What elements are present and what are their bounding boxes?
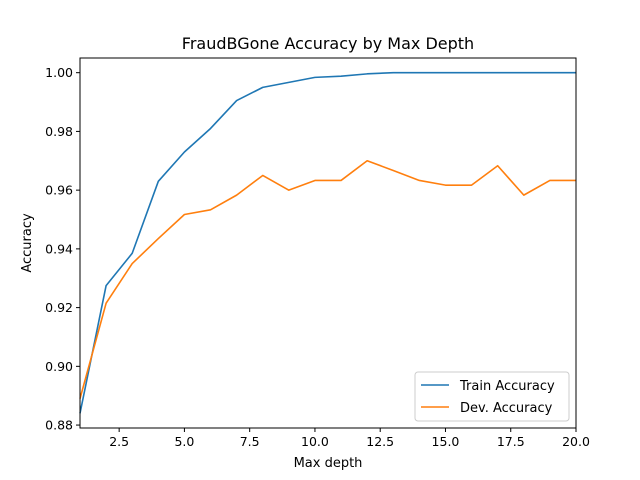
chart-legend: Train Accuracy Dev. Accuracy (414, 371, 570, 422)
plot-marks (79, 71, 576, 414)
legend-label-dev: Dev. Accuracy (460, 401, 553, 416)
x-tick-label: 7.5 (240, 434, 260, 449)
x-tick-label: 2.5 (109, 434, 129, 449)
y-tick-label: 0.88 (45, 418, 73, 433)
plot-frame (79, 57, 577, 429)
y-axis-label: Accuracy (20, 213, 35, 273)
x-tick-label: 12.5 (366, 434, 394, 449)
x-tick-label: 17.5 (497, 434, 525, 449)
y-tick-label: 0.90 (45, 359, 73, 374)
series-line-dev (79, 159, 576, 399)
y-tick-label: 0.98 (45, 124, 73, 139)
y-tick-label: 0.94 (45, 241, 73, 256)
x-axis: 2.5 5.0 7.5 10.0 12.5 15.0 17.5 20.0 (109, 428, 590, 449)
x-tick-label: 10.0 (301, 434, 329, 449)
y-axis: 0.88 0.90 0.92 0.94 0.96 0.98 1.00 (45, 65, 80, 433)
chart-title: FraudBGone Accuracy by Max Depth (182, 34, 474, 53)
legend-label-train: Train Accuracy (459, 379, 555, 394)
legend-box (414, 371, 570, 422)
y-tick-label: 0.92 (45, 300, 73, 315)
series-line-train (79, 71, 576, 414)
x-tick-label: 20.0 (562, 434, 590, 449)
x-tick-label: 15.0 (432, 434, 460, 449)
y-tick-label: 1.00 (45, 65, 73, 80)
y-tick-label: 0.96 (45, 183, 73, 198)
x-axis-label: Max depth (294, 456, 363, 471)
x-tick-label: 5.0 (174, 434, 194, 449)
